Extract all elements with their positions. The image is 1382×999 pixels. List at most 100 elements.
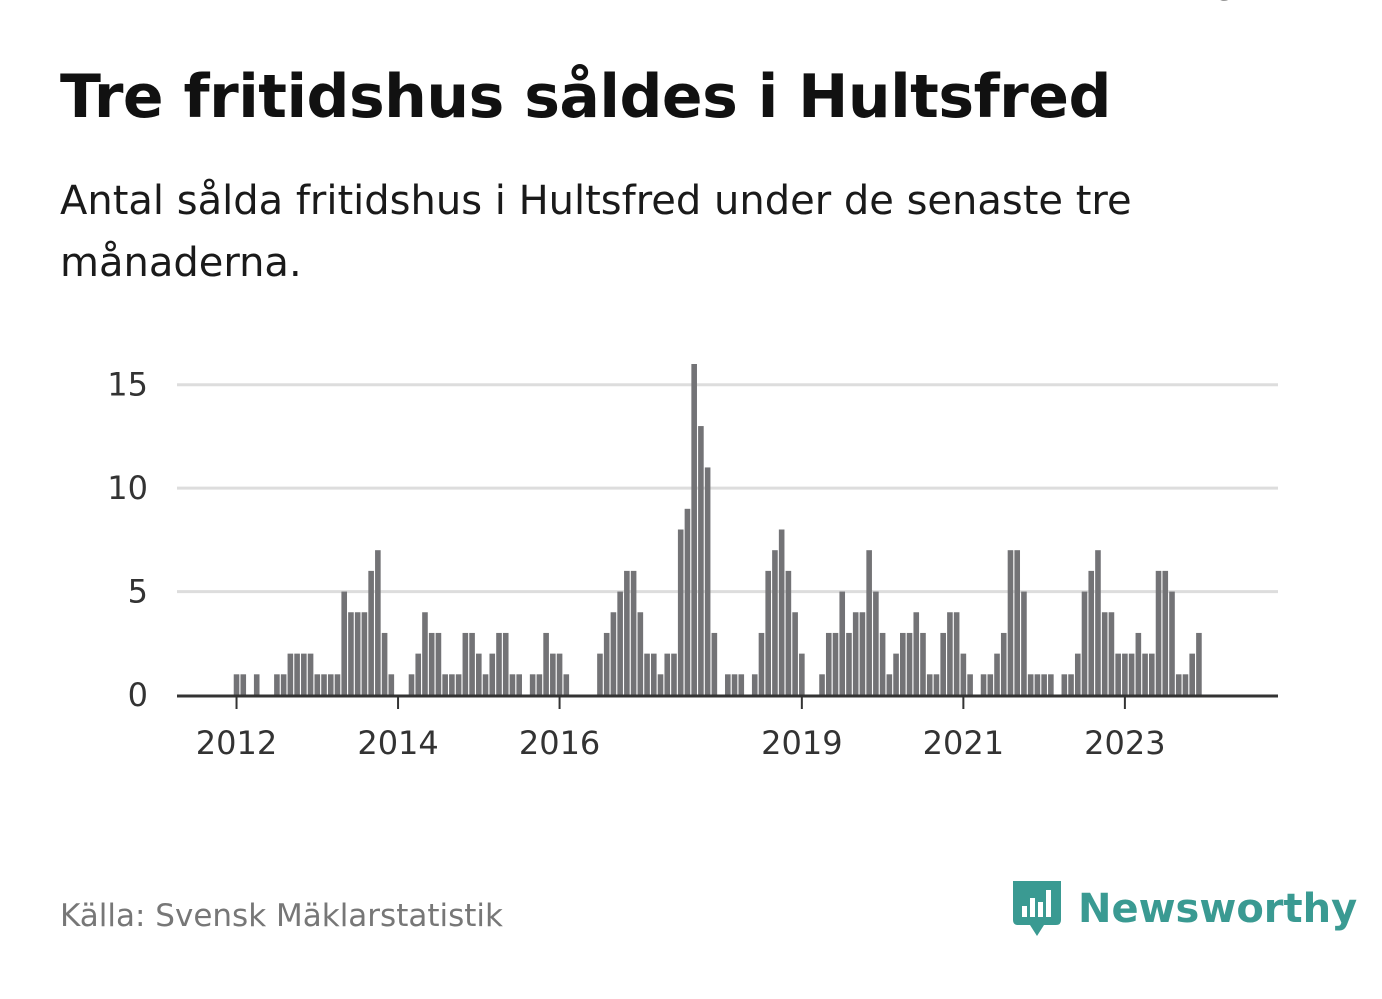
bar (1007, 550, 1014, 695)
bar (852, 612, 859, 695)
bar (307, 653, 314, 695)
bar (859, 612, 866, 695)
bar (388, 674, 395, 695)
y-tick-label: 5 (128, 573, 148, 611)
bar (348, 612, 354, 695)
y-tick-label: 0 (128, 676, 148, 714)
bar (341, 591, 348, 695)
bar (321, 674, 327, 695)
bar (610, 612, 617, 695)
bar (1182, 674, 1189, 695)
bar (725, 674, 731, 695)
bar (933, 674, 940, 695)
bar (294, 653, 300, 695)
bar (987, 674, 994, 695)
bar (1196, 632, 1202, 695)
bar (657, 674, 664, 695)
bar (866, 550, 872, 695)
bar (758, 632, 765, 695)
bar (738, 674, 745, 695)
x-tick-label: 2014 (357, 724, 438, 762)
bar (408, 674, 415, 695)
bar (819, 674, 825, 695)
bar (825, 632, 832, 695)
bar (516, 674, 522, 695)
bar (422, 612, 428, 695)
bar (846, 632, 852, 695)
bar (1162, 570, 1169, 695)
bar (994, 653, 1000, 695)
bar (556, 653, 563, 695)
bar (314, 674, 321, 695)
bar (893, 653, 899, 695)
bar (543, 632, 549, 695)
bar (624, 570, 630, 695)
x-tick-label: 2016 (519, 724, 600, 762)
brand-logo: Newsworthy (1010, 878, 1357, 940)
bar (1128, 653, 1135, 695)
bar (240, 674, 247, 695)
bar (1014, 550, 1021, 695)
bar (1081, 591, 1088, 695)
bar (603, 632, 610, 695)
bar (253, 674, 260, 695)
bar (799, 653, 805, 695)
bar (906, 632, 913, 695)
x-tick-label: 2012 (196, 724, 277, 762)
bar (536, 674, 543, 695)
bar (1169, 591, 1175, 695)
bar (1155, 570, 1162, 695)
source-note: Källa: Svensk Mäklarstatistik (60, 898, 503, 934)
highlight-value-label: 3 (1216, 0, 1236, 8)
bar (913, 612, 920, 695)
bar (489, 653, 496, 695)
bar (381, 632, 388, 695)
bar (1000, 632, 1007, 695)
bar (1115, 653, 1121, 695)
bar (361, 612, 368, 695)
bar (711, 632, 718, 695)
bar (1149, 653, 1155, 695)
bar (449, 674, 455, 695)
bar (1048, 674, 1054, 695)
bar (482, 674, 489, 695)
bar (509, 674, 516, 695)
bar (671, 653, 677, 695)
bar-chart: 0 5 10 15 2012 2014 2016 2019 2021 2023 3 (107, 0, 1278, 762)
bar (650, 653, 657, 695)
bar (435, 632, 442, 695)
bar (455, 674, 462, 695)
bar (469, 632, 475, 695)
bar (832, 632, 839, 695)
bar (644, 653, 650, 695)
bar (1074, 653, 1081, 695)
bar (691, 364, 697, 695)
bar (637, 612, 644, 695)
bar (1122, 653, 1128, 695)
x-tick-label: 2023 (1084, 724, 1165, 762)
y-tick-label: 15 (107, 366, 148, 404)
bar (428, 632, 435, 695)
x-tick-label: 2019 (761, 724, 842, 762)
bar (967, 674, 973, 695)
y-tick-label: 10 (107, 469, 148, 507)
bar (287, 653, 294, 695)
newsworthy-logo-icon (1013, 881, 1061, 936)
bar (879, 632, 886, 695)
bar (926, 674, 933, 695)
bar (274, 674, 280, 695)
bar (550, 653, 556, 695)
bar (980, 674, 987, 695)
bar (597, 653, 603, 695)
bar (1101, 612, 1108, 695)
bar (677, 529, 684, 695)
bar (1061, 674, 1068, 695)
bar (1189, 653, 1195, 695)
bar (1068, 674, 1074, 695)
bar (1095, 550, 1101, 695)
bar (1027, 674, 1034, 695)
bar (1021, 591, 1027, 695)
bar (1108, 612, 1115, 695)
bar (502, 632, 509, 695)
bar (415, 653, 422, 695)
